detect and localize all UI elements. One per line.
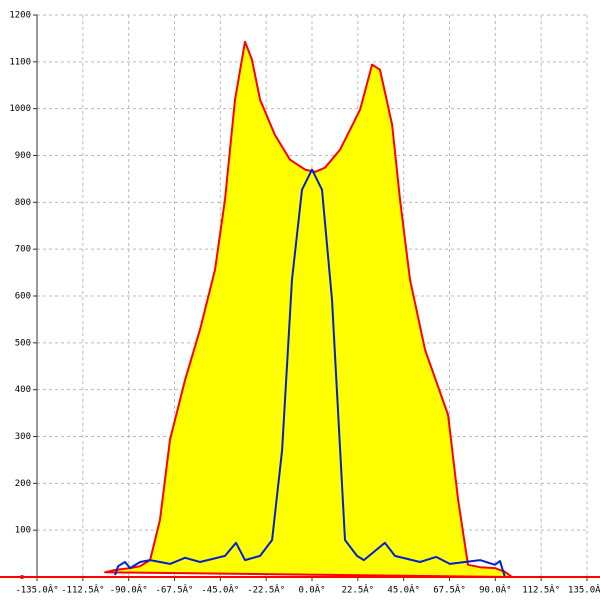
x-tick-label: 67.5Â° — [433, 584, 466, 596]
x-tick-label: -67.5Â° — [156, 584, 194, 596]
x-tick-label: 45.0Â° — [387, 584, 420, 596]
axis-origin-dot — [20, 575, 24, 579]
y-tick-label: 600 — [15, 292, 31, 302]
y-tick-label: 1100 — [9, 57, 31, 67]
x-tick-label: 112.5Â° — [522, 584, 560, 596]
y-tick-label: 800 — [15, 198, 31, 208]
x-tick-label: 22.5Â° — [342, 584, 375, 596]
area — [104, 40, 513, 578]
y-tick-label: 1200 — [9, 11, 31, 21]
y-tick-label: 200 — [15, 479, 31, 489]
y-tick-label: 300 — [15, 432, 31, 442]
y-tick-label: 500 — [15, 338, 31, 348]
x-tick-label: -90.0Â° — [110, 584, 148, 596]
y-tick-label: 700 — [15, 245, 31, 255]
y-tick-label: 900 — [15, 151, 31, 161]
x-tick-label: 90.0Â° — [479, 584, 512, 596]
x-tick-label: -22.5Â° — [247, 584, 285, 596]
y-tick-label: 400 — [15, 385, 31, 395]
y-tick-label: 1000 — [9, 104, 31, 114]
x-tick-label: -112.5Â° — [61, 584, 104, 596]
x-tick-label: 0.0Â° — [298, 584, 325, 596]
x-tick-label: -135.0Â° — [15, 584, 58, 596]
x-tick-label: 135.0Â° — [568, 584, 600, 596]
line — [114, 168, 506, 578]
x-tick-label: -45.0Â° — [201, 584, 239, 596]
y-tick-label: 100 — [15, 526, 31, 536]
